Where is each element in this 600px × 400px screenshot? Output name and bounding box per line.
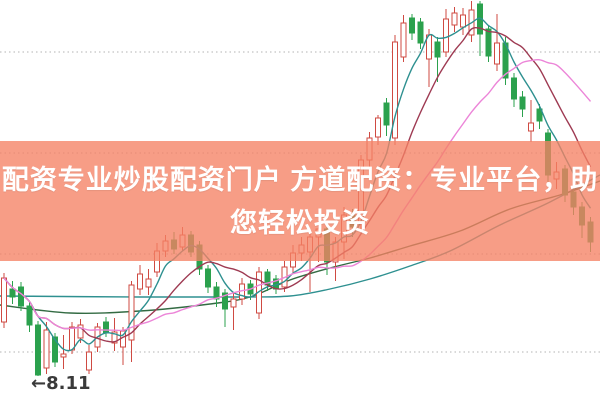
promo-banner-title-line1: 配资专业炒股配资门户 方道配资：专业平台，助 — [1, 165, 599, 195]
promo-banner[interactable]: 配资专业炒股配资门户 方道配资：专业平台，助 您轻松投资 — [0, 141, 600, 261]
promo-banner-title-line2: 您轻松投资 — [230, 208, 370, 238]
low-price-annotation: ←8.11 — [31, 373, 91, 394]
